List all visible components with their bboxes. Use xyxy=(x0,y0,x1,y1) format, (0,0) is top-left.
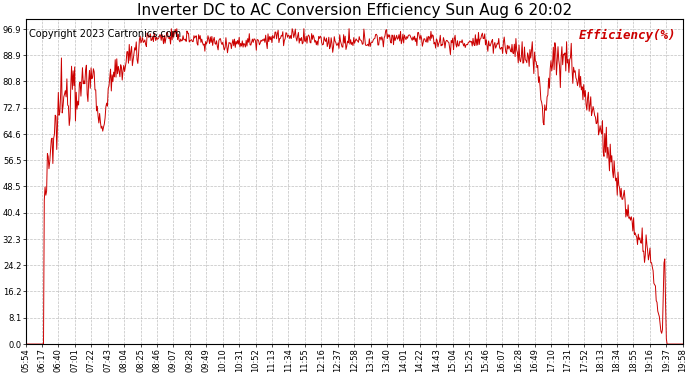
Title: Inverter DC to AC Conversion Efficiency Sun Aug 6 20:02: Inverter DC to AC Conversion Efficiency … xyxy=(137,3,572,18)
Text: Copyright 2023 Cartronics.com: Copyright 2023 Cartronics.com xyxy=(29,29,181,39)
Text: Efficiency(%): Efficiency(%) xyxy=(579,29,676,42)
